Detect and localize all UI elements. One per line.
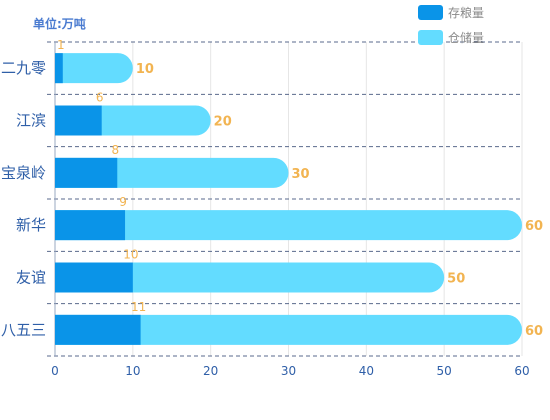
category-label: 二九零 [1, 59, 46, 77]
capacity-value-label: 60 [525, 324, 543, 339]
legend-swatch [418, 5, 443, 20]
stock-bar [55, 314, 141, 345]
capacity-bar [55, 53, 133, 84]
capacity-value-label: 10 [136, 62, 154, 77]
stock-value-label: 1 [57, 38, 65, 52]
stock-value-label: 8 [111, 143, 119, 157]
category-label: 宝泉岭 [1, 164, 46, 182]
category-label: 江滨 [16, 112, 46, 130]
unit-label: 单位:万吨 [33, 16, 86, 31]
legend-label: 仓储量 [448, 30, 484, 45]
x-tick-label: 30 [281, 364, 296, 378]
x-tick-label: 50 [437, 364, 452, 378]
category-label: 新华 [16, 216, 46, 234]
legend-label: 存粮量 [448, 5, 484, 20]
capacity-value-label: 60 [525, 219, 543, 234]
x-tick-label: 40 [359, 364, 374, 378]
x-tick-label: 60 [514, 364, 529, 378]
capacity-value-label: 30 [292, 167, 310, 182]
stock-bar [55, 262, 133, 293]
capacity-value-label: 20 [214, 115, 232, 130]
capacity-value-label: 50 [447, 272, 465, 287]
stock-bar [55, 157, 118, 188]
capacity-bar [55, 210, 523, 241]
stock-bar [55, 210, 126, 241]
capacity-bar [55, 262, 445, 293]
stock-value-label: 10 [123, 248, 138, 262]
capacity-bar [55, 314, 523, 345]
category-label: 八五三 [1, 321, 46, 339]
stock-value-label: 6 [96, 91, 104, 105]
x-tick-label: 20 [203, 364, 218, 378]
category-label: 友谊 [16, 269, 46, 287]
stock-value-label: 9 [119, 195, 127, 209]
legend-swatch [418, 30, 443, 45]
x-tick-label: 10 [125, 364, 140, 378]
stock-value-label: 11 [131, 300, 146, 314]
x-tick-label: 0 [51, 364, 59, 378]
stock-bar [55, 53, 63, 84]
stock-bar [55, 105, 102, 136]
